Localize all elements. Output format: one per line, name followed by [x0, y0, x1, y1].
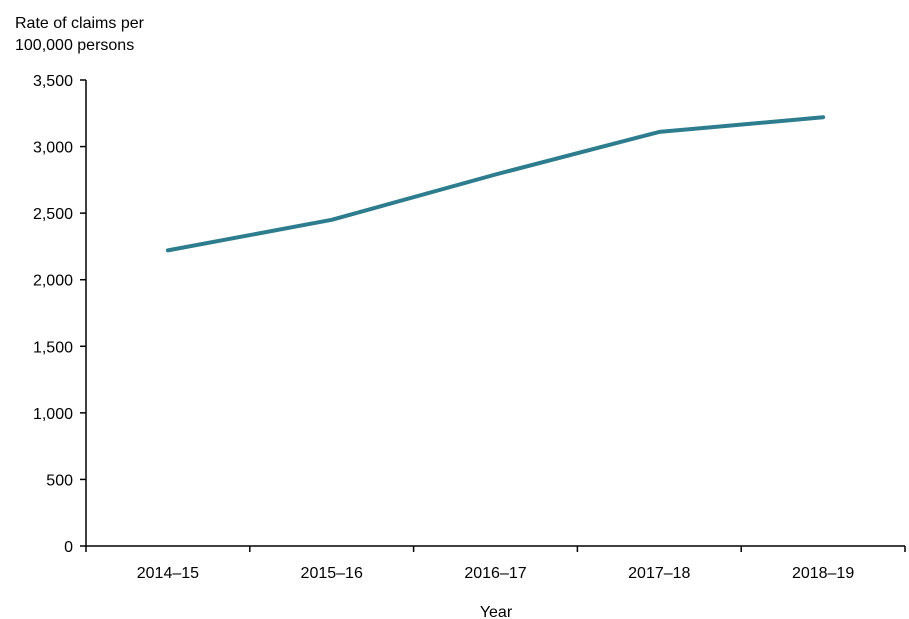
y-tick-label: 3,500: [33, 73, 73, 90]
series-line-0: [165, 115, 826, 253]
y-tick-label: 500: [46, 472, 73, 489]
x-tick-label: 2017–18: [628, 565, 690, 582]
y-tick-label: 1,500: [33, 339, 73, 356]
y-axis-title-line-2: 100,000 persons: [15, 37, 134, 54]
x-axis-ticks: 2014–15 2015–16 2016–17 2017–18 2018–19: [85, 546, 906, 582]
x-tick-label: 2016–17: [464, 565, 526, 582]
x-tick-label: 2014–15: [137, 565, 199, 582]
y-tick-label: 3,000: [33, 140, 73, 157]
x-tick-label: 2018–19: [792, 565, 854, 582]
series-group: [165, 115, 826, 253]
y-tick-label: 2,000: [33, 273, 73, 290]
y-tick-label: 1,000: [33, 406, 73, 423]
x-axis-title: Year: [480, 604, 513, 619]
y-tick-label: 2,500: [33, 206, 73, 223]
y-axis-title-line-1: Rate of claims per: [15, 15, 145, 32]
y-axis-ticks: 0 500 1,000 1,500 2,000 2,500 3,000 3,500: [33, 73, 86, 556]
x-tick-label: 2015–16: [301, 565, 363, 582]
y-tick-label: 0: [64, 539, 73, 556]
y-axis-title: Rate of claims per 100,000 persons: [15, 15, 145, 54]
